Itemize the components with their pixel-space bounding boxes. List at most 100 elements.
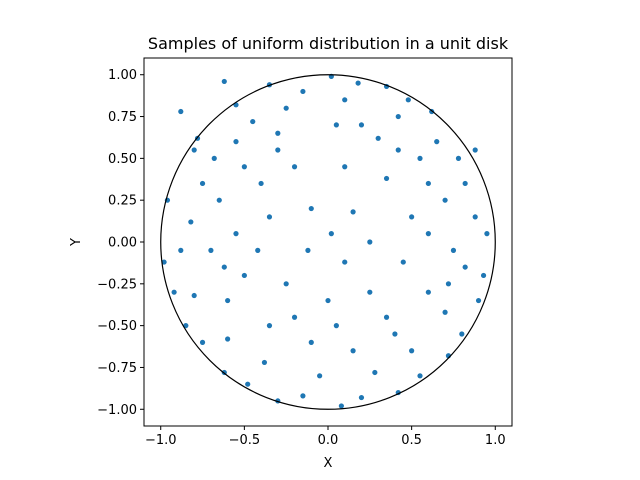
data-point	[258, 180, 264, 187]
data-point	[233, 231, 239, 237]
data-point	[350, 209, 356, 215]
data-point	[367, 289, 373, 295]
data-point	[221, 264, 227, 270]
data-point	[400, 259, 406, 265]
data-point	[425, 180, 431, 187]
data-point	[171, 289, 177, 295]
y-axis-ticks: −1.00 −0.75 −0.50 −0.25 0.00 0.25 0.50 0.75 1.00	[97, 68, 144, 418]
data-point	[191, 147, 197, 153]
y-tick-label: −0.25	[97, 277, 137, 292]
y-tick-label: 0.00	[108, 236, 137, 251]
data-point	[350, 348, 356, 354]
data-point	[178, 108, 184, 115]
data-point	[472, 147, 478, 153]
data-point	[291, 164, 298, 170]
chart-title: Samples of uniform distribution in a uni…	[148, 34, 509, 53]
data-point	[241, 272, 247, 279]
data-point	[333, 323, 339, 329]
data-point	[308, 205, 314, 212]
data-point	[283, 105, 289, 111]
data-point	[462, 264, 468, 270]
x-tick-label: −0.5	[229, 433, 261, 448]
data-point	[462, 180, 468, 187]
data-point	[383, 175, 390, 182]
data-point	[191, 292, 197, 299]
data-point	[409, 214, 415, 220]
data-point	[241, 164, 247, 170]
y-tick-label: −1.00	[97, 403, 137, 418]
data-point	[342, 259, 348, 265]
data-point	[305, 247, 311, 253]
data-point	[275, 130, 281, 136]
data-point	[328, 231, 334, 237]
data-point	[338, 403, 344, 409]
data-point	[250, 118, 256, 125]
y-tick-label: 0.25	[108, 194, 137, 209]
data-point	[266, 323, 273, 329]
data-point	[355, 80, 361, 86]
x-tick-label: 0.0	[318, 433, 339, 448]
data-point	[216, 197, 222, 203]
data-point	[472, 214, 478, 220]
data-point	[225, 297, 231, 304]
data-point	[417, 155, 423, 161]
x-tick-label: 1.0	[485, 433, 506, 448]
data-point	[395, 147, 401, 153]
data-point	[255, 247, 261, 253]
data-point	[450, 247, 457, 253]
x-axis-ticks: −1.0 −0.5 0.0 0.5 1.0	[145, 426, 506, 448]
data-point	[425, 231, 431, 237]
data-point	[300, 88, 306, 95]
data-point	[221, 78, 227, 85]
y-axis-label: Y	[69, 238, 84, 247]
y-tick-label: −0.75	[97, 361, 137, 376]
data-point	[291, 314, 298, 320]
data-point	[358, 122, 365, 128]
data-point	[261, 359, 268, 366]
data-point	[317, 373, 323, 379]
data-point	[409, 348, 415, 354]
data-point	[372, 369, 378, 376]
data-point	[199, 180, 206, 187]
data-point	[442, 197, 448, 203]
data-point	[188, 219, 194, 225]
data-point	[208, 247, 214, 253]
data-point	[266, 214, 273, 220]
data-point	[211, 155, 217, 161]
data-point	[199, 339, 206, 345]
data-point	[325, 297, 331, 304]
data-point	[392, 331, 398, 337]
data-point	[161, 259, 167, 265]
data-point	[375, 135, 381, 141]
data-point	[333, 122, 339, 128]
data-point	[233, 139, 239, 145]
y-tick-label: 0.75	[108, 110, 137, 125]
plot-frame	[143, 57, 513, 427]
data-point	[383, 314, 390, 320]
y-tick-label: 0.50	[108, 152, 137, 167]
data-point	[455, 155, 462, 161]
data-point	[405, 97, 411, 103]
unit-circle	[160, 74, 496, 410]
data-point	[484, 231, 490, 237]
data-point	[475, 297, 482, 304]
data-point	[283, 281, 289, 287]
x-axis-label: X	[324, 456, 333, 471]
x-tick-label: −1.0	[145, 433, 177, 448]
data-point	[342, 97, 348, 103]
points-layer	[161, 73, 490, 409]
data-point	[417, 373, 423, 379]
data-point	[300, 393, 306, 399]
data-point	[178, 247, 184, 253]
data-point	[225, 336, 231, 342]
data-point	[395, 113, 401, 120]
data-point	[434, 139, 440, 145]
y-tick-label: 1.00	[108, 68, 137, 83]
data-point	[358, 394, 365, 401]
data-point	[367, 239, 373, 245]
y-tick-label: −0.50	[97, 319, 137, 334]
data-point	[459, 331, 465, 337]
data-point	[480, 272, 487, 279]
data-point	[342, 164, 348, 170]
